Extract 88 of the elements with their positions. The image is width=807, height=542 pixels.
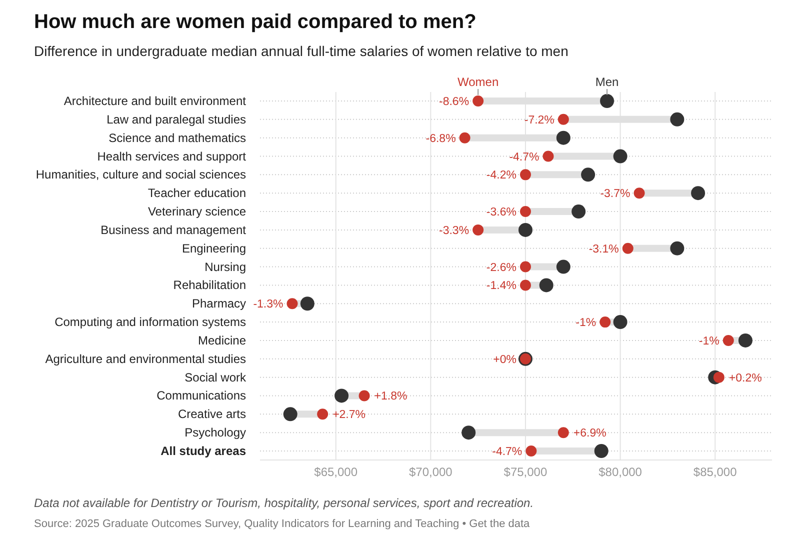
point bbox=[520, 169, 531, 180]
y-tick-label: Pharmacy bbox=[192, 296, 246, 311]
point bbox=[722, 334, 734, 346]
point bbox=[334, 388, 349, 403]
point bbox=[670, 241, 684, 256]
point bbox=[300, 296, 314, 311]
point bbox=[520, 280, 531, 291]
point bbox=[518, 222, 532, 237]
point bbox=[542, 150, 554, 162]
point bbox=[539, 278, 554, 292]
y-tick-label: Humanities, culture and social sciences bbox=[36, 168, 246, 182]
y-tick-label: Veterinary science bbox=[148, 204, 246, 219]
point bbox=[472, 96, 484, 106]
point bbox=[613, 149, 628, 164]
y-tick-label: All study areas bbox=[160, 444, 246, 458]
annotation: +6.9% bbox=[573, 428, 606, 440]
point bbox=[558, 427, 569, 438]
text: Data not available for Dentistry or Tourism, hospitality, personal services, sport and recreation. bbox=[34, 496, 534, 510]
point bbox=[600, 94, 614, 108]
x-tick-label: $80,000 bbox=[598, 465, 642, 479]
y-tick-label: Engineering bbox=[182, 241, 246, 256]
annotation: -3.6% bbox=[486, 206, 516, 219]
point bbox=[283, 407, 298, 422]
point bbox=[581, 168, 596, 182]
y-tick-label: Health services and support bbox=[97, 149, 247, 164]
point bbox=[622, 242, 634, 254]
y-tick-label: Law and paralegal studies bbox=[106, 112, 246, 126]
annotation: +2.7% bbox=[332, 409, 366, 422]
annotation: -7.2% bbox=[524, 114, 554, 126]
point bbox=[317, 408, 328, 420]
point bbox=[520, 206, 531, 218]
annotation: -3.3% bbox=[439, 224, 470, 237]
y-tick-label: Architecture and built environment bbox=[64, 94, 247, 108]
point bbox=[738, 333, 752, 348]
y-tick-label: Agriculture and environmental studies bbox=[45, 352, 246, 366]
x-tick-label: $70,000 bbox=[408, 465, 453, 479]
point bbox=[634, 188, 645, 199]
annotation: +0% bbox=[493, 354, 516, 366]
point bbox=[613, 315, 628, 330]
y-tick-label: Business and management bbox=[100, 222, 247, 237]
x-tick-label: $75,000 bbox=[504, 465, 548, 479]
annotation: -8.6% bbox=[439, 96, 470, 108]
y-tick-label: Nursing bbox=[204, 260, 246, 274]
point bbox=[572, 204, 586, 219]
point bbox=[526, 446, 537, 456]
point bbox=[713, 372, 724, 383]
point bbox=[520, 261, 531, 272]
annotation: -4.7% bbox=[492, 446, 522, 458]
source-note: Source: 2025 Graduate Outcomes Survey, Quality Indicators for Learning and Teaching • Get the data bbox=[34, 518, 531, 530]
annotation: -4.7% bbox=[509, 151, 540, 164]
y-tick-label: Rehabilitation bbox=[173, 278, 246, 292]
y-tick-label: Science and mathematics bbox=[108, 130, 246, 145]
point bbox=[286, 298, 298, 310]
annotation: -3.1% bbox=[588, 243, 619, 256]
annotation: -3.7% bbox=[600, 188, 630, 200]
annotation: -1% bbox=[698, 335, 720, 348]
annotation: +0.2% bbox=[728, 372, 762, 384]
point bbox=[594, 444, 608, 458]
annotation: -6.8% bbox=[426, 132, 456, 145]
point bbox=[556, 260, 570, 274]
y-tick-label: Psychology bbox=[184, 426, 246, 440]
point bbox=[600, 316, 611, 328]
annotation: -1.4% bbox=[486, 280, 516, 292]
x-tick-label: $85,000 bbox=[693, 465, 738, 479]
y-tick-label: Teacher education bbox=[148, 186, 246, 200]
point bbox=[462, 426, 476, 440]
point bbox=[472, 224, 484, 236]
annotation: -4.2% bbox=[486, 170, 516, 182]
point bbox=[358, 390, 370, 402]
y-tick-label: Communications bbox=[156, 388, 246, 403]
point bbox=[558, 114, 569, 125]
annotation: -1% bbox=[576, 317, 596, 330]
chart-title: How much are women paid compared to men? bbox=[34, 11, 476, 33]
x-tick-label: $65,000 bbox=[314, 465, 358, 479]
y-tick-label: Medicine bbox=[198, 333, 246, 348]
annotation: -2.6% bbox=[486, 262, 516, 274]
y-tick-label: Social work bbox=[184, 370, 247, 384]
annotation: +1.8% bbox=[374, 390, 408, 403]
point bbox=[670, 112, 684, 126]
y-tick-label: Creative arts bbox=[178, 407, 246, 422]
y-tick-label: Computing and information systems bbox=[54, 315, 246, 330]
point bbox=[459, 132, 470, 144]
annotation: -1.3% bbox=[253, 298, 284, 311]
series-label: Men bbox=[595, 75, 619, 89]
point bbox=[556, 130, 570, 145]
point bbox=[691, 186, 706, 200]
series-label: Women bbox=[458, 75, 499, 89]
chart-subtitle: Difference in undergraduate median annual full-time salaries of women relative to men bbox=[34, 43, 568, 59]
